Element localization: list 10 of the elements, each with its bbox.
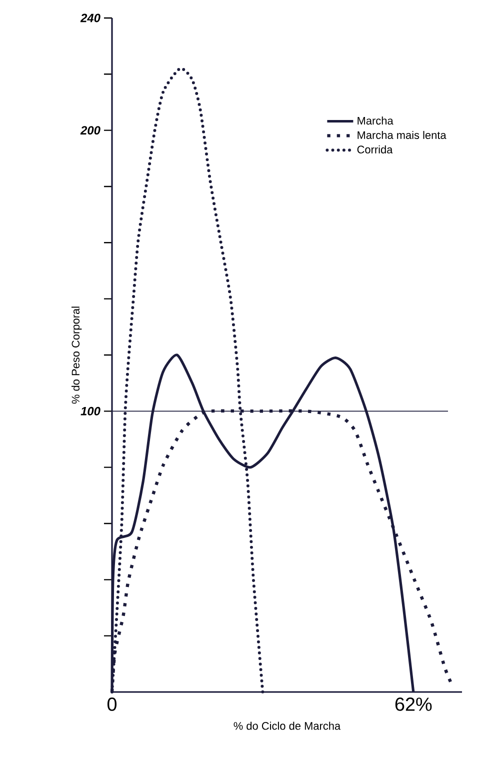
legend-label: Corrida <box>357 145 393 154</box>
legend-label: Marcha <box>358 116 394 125</box>
y-tick-label: 200 <box>80 126 100 135</box>
y-axis-title: % do Peso Corporal <box>71 306 82 404</box>
y-tick-label: 100 <box>80 406 100 416</box>
legend-label: Marcha mais lenta <box>358 130 446 140</box>
y-tick-label: 240 <box>80 14 100 22</box>
x-tick-label: 62% <box>395 698 432 711</box>
x-tick-label: 0 <box>107 698 117 711</box>
x-axis-title: % do Ciclo de Marcha <box>234 722 341 730</box>
